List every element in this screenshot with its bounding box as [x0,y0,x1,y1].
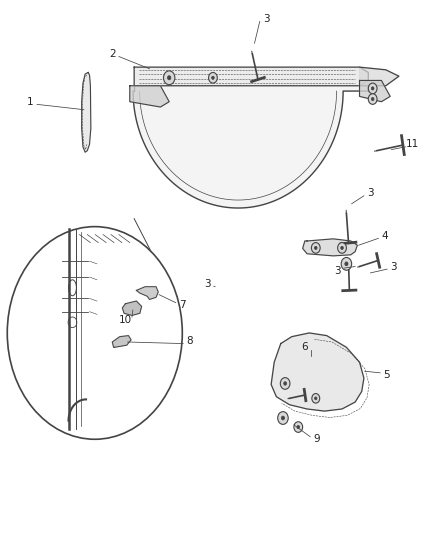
Polygon shape [136,287,158,300]
Text: 5: 5 [382,370,389,381]
Text: 2: 2 [109,49,115,59]
Circle shape [314,246,316,249]
Text: 10: 10 [119,314,132,325]
Text: 11: 11 [405,139,418,149]
Circle shape [340,246,343,249]
Polygon shape [130,86,169,107]
Circle shape [208,72,217,83]
Polygon shape [81,72,91,152]
Circle shape [337,243,346,253]
Circle shape [371,87,373,90]
Polygon shape [359,67,398,86]
Text: 7: 7 [179,300,185,310]
Circle shape [344,262,347,266]
Circle shape [7,227,182,439]
Circle shape [293,422,302,432]
Circle shape [280,377,289,389]
Text: 3: 3 [204,279,210,288]
Text: 3: 3 [262,14,269,24]
Circle shape [277,411,288,424]
Polygon shape [122,301,141,316]
Text: 3: 3 [334,266,340,276]
Polygon shape [359,80,389,102]
Circle shape [311,393,319,403]
Polygon shape [302,239,357,256]
Polygon shape [133,86,367,208]
Circle shape [371,98,373,101]
Circle shape [283,382,286,385]
Text: 9: 9 [313,434,319,445]
Text: 3: 3 [366,188,373,198]
Circle shape [367,94,376,104]
Text: 4: 4 [381,231,387,241]
Polygon shape [134,67,367,86]
Circle shape [340,257,351,270]
Polygon shape [112,336,131,348]
Circle shape [211,76,214,79]
Text: 6: 6 [301,342,307,352]
Circle shape [311,243,319,253]
Circle shape [314,397,316,400]
Text: 3: 3 [389,262,396,271]
Circle shape [167,76,170,80]
Circle shape [281,416,284,420]
Text: 8: 8 [186,336,193,346]
Polygon shape [271,333,363,411]
Text: 1: 1 [27,96,34,107]
Circle shape [367,83,376,94]
Circle shape [296,425,299,429]
Circle shape [163,71,174,85]
